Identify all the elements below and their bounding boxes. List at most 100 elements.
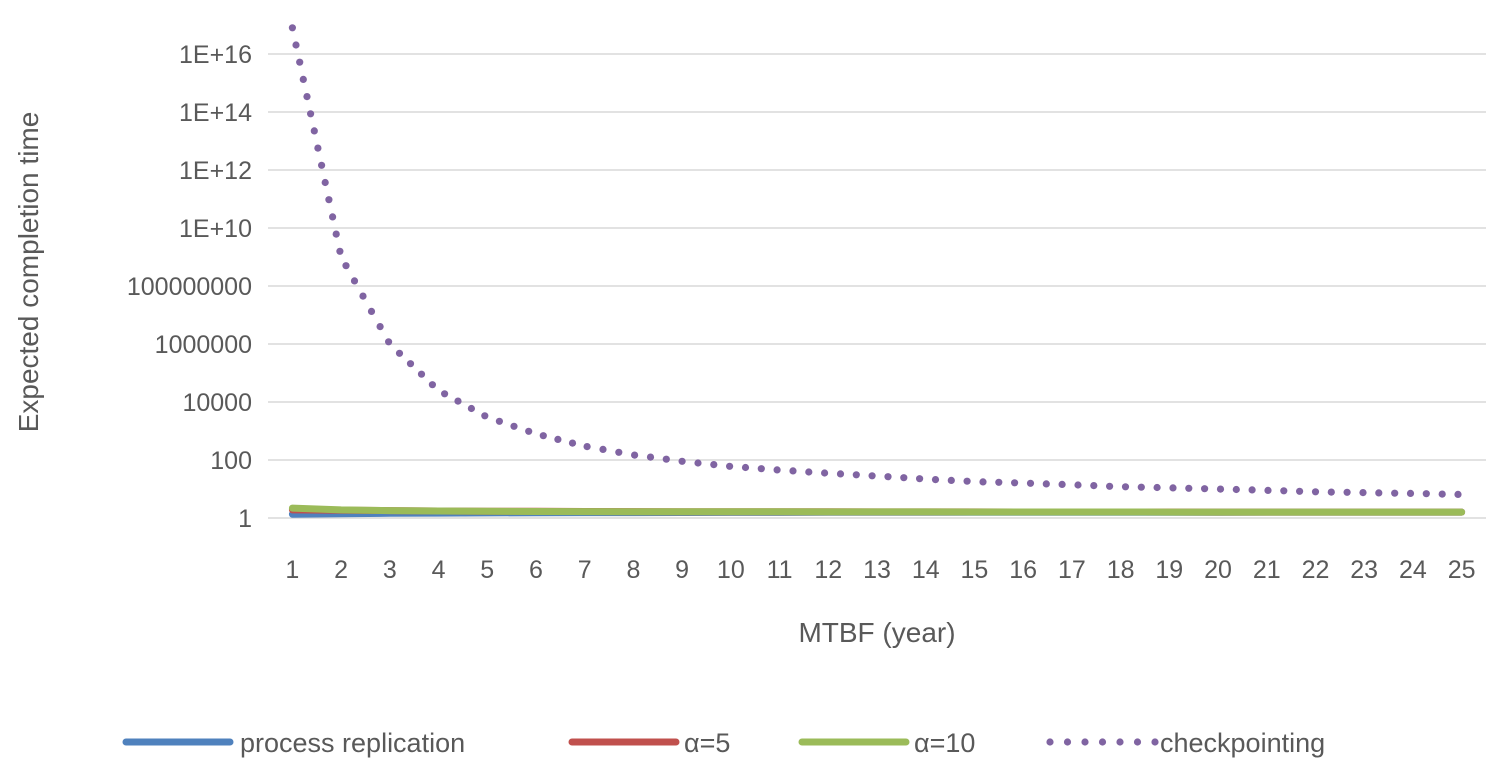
x-tick-label: 15 xyxy=(961,556,989,584)
legend-swatch-checkpointing-dot xyxy=(1046,738,1054,746)
series-checkpointing-dot xyxy=(995,478,1003,486)
x-tick-label: 25 xyxy=(1448,556,1476,584)
series-checkpointing-dot xyxy=(417,370,426,378)
x-tick-label: 5 xyxy=(480,556,494,584)
series-checkpointing-dot xyxy=(1454,490,1462,498)
y-tick-label: 10000 xyxy=(182,389,252,417)
series-checkpointing-dot xyxy=(1232,485,1240,494)
series-checkpointing-dot xyxy=(1280,487,1288,495)
legend-label-2: α=5 xyxy=(684,728,730,758)
series-lines xyxy=(288,24,1466,518)
series-checkpointing-dot xyxy=(868,472,876,480)
series-checkpointing-dot xyxy=(1042,480,1050,488)
x-tick-label: 21 xyxy=(1253,556,1281,584)
series-checkpointing-dot xyxy=(568,439,577,447)
series-checkpointing-dot xyxy=(318,161,326,169)
series-checkpointing-dot xyxy=(821,469,829,477)
series-checkpointing-dot xyxy=(1185,484,1193,492)
legend-swatch-checkpointing-dot xyxy=(1081,738,1089,746)
series-checkpointing-dot xyxy=(852,471,860,479)
series-checkpointing-dot xyxy=(336,247,344,255)
series-checkpointing-dot xyxy=(1106,482,1114,490)
legend-swatch-checkpointing-dot xyxy=(1098,738,1107,746)
series-checkpointing-dot xyxy=(773,466,781,474)
legend-label-3: α=10 xyxy=(914,728,975,758)
series-checkpointing-dot xyxy=(299,75,307,83)
series-checkpointing-dot xyxy=(694,459,702,467)
series-checkpointing-dot xyxy=(307,110,315,118)
series-checkpointing-dot xyxy=(631,451,639,459)
y-axis-title: Expected completion time xyxy=(13,112,44,433)
x-tick-label: 10 xyxy=(717,556,745,584)
series-checkpointing-dot xyxy=(296,58,304,66)
x-tick-label: 2 xyxy=(334,556,348,584)
series-checkpointing-dot xyxy=(1058,480,1066,488)
series-checkpointing-dot xyxy=(1422,490,1430,498)
x-axis-tick-labels: 1 2 3 4 5 6 7 8 9 10 11 12 13 14 15 16 17 18 19 20 21 22 23 24 2… xyxy=(285,556,1475,584)
series-checkpointing-dot xyxy=(454,397,462,405)
legend: process replication α=5 α=10 checkpointing xyxy=(122,728,1325,758)
series-checkpointing-dot xyxy=(428,381,436,389)
series-checkpointing-dot xyxy=(481,412,489,420)
series-checkpointing-dot xyxy=(678,457,686,465)
series-checkpointing-dot xyxy=(1438,490,1446,498)
series-checkpointing-dot xyxy=(805,468,813,476)
series-checkpointing-dot xyxy=(1391,489,1399,497)
series-checkpointing-dot xyxy=(342,262,350,270)
series-checkpointing-dot xyxy=(1201,485,1209,493)
series-checkpointing-dot xyxy=(1264,486,1272,494)
legend-swatch-checkpointing-dot xyxy=(1063,738,1072,746)
x-tick-label: 18 xyxy=(1107,556,1135,584)
x-tick-label: 6 xyxy=(529,556,543,584)
series-checkpointing-dot xyxy=(441,390,449,398)
y-tick-label: 100 xyxy=(210,447,252,475)
series-checkpointing-dot xyxy=(583,443,591,451)
series-checkpointing-dot xyxy=(325,196,333,204)
series-checkpointing-dot xyxy=(599,445,607,453)
x-tick-label: 7 xyxy=(578,556,592,584)
x-tick-label: 16 xyxy=(1009,556,1037,584)
series-checkpointing-dot xyxy=(741,463,750,472)
series-checkpointing-dot xyxy=(539,432,547,440)
series-checkpointing-dot xyxy=(1296,487,1304,495)
series-checkpointing-dot xyxy=(1011,479,1019,487)
legend-swatch-checkpointing-dot xyxy=(1151,738,1159,746)
series-checkpointing-dot xyxy=(367,307,376,315)
series-checkpointing-dot xyxy=(554,435,562,443)
x-tick-label: 13 xyxy=(863,556,891,584)
series-checkpointing-dot xyxy=(350,277,359,285)
series-checkpointing-dot xyxy=(292,41,300,49)
series-checkpointing-dot xyxy=(525,427,533,435)
x-tick-label: 14 xyxy=(912,556,940,584)
series-checkpointing-dot xyxy=(836,470,845,478)
series-checkpointing-dot xyxy=(1026,479,1035,487)
series-checkpointing-dot xyxy=(789,467,797,475)
x-tick-label: 20 xyxy=(1204,556,1232,584)
y-axis-tick-labels: 1 100 10000 1000000 100000000 1E+10 1E+12 1E+14… xyxy=(127,41,252,533)
y-tick-label: 1E+16 xyxy=(179,41,252,69)
series-checkpointing-dot xyxy=(376,323,384,331)
series-checkpointing-dot xyxy=(931,476,940,484)
y-tick-label: 1E+10 xyxy=(179,215,252,243)
series-checkpointing-dot xyxy=(1074,481,1082,489)
x-tick-label: 1 xyxy=(285,556,299,584)
series-checkpointing-dot xyxy=(332,230,340,238)
series-checkpointing-dot xyxy=(321,178,329,187)
series-checkpointing-dot xyxy=(1153,483,1161,492)
series-checkpointing-dot xyxy=(615,448,623,456)
x-tick-label: 22 xyxy=(1302,556,1330,584)
series-checkpointing-dot xyxy=(1216,485,1225,493)
x-axis-title: MTBF (year) xyxy=(798,617,955,648)
x-tick-label: 3 xyxy=(383,556,397,584)
x-tick-label: 8 xyxy=(626,556,640,584)
series-checkpointing-dot xyxy=(1248,486,1256,494)
series-checkpointing-dot xyxy=(726,462,734,470)
legend-label-4: checkpointing xyxy=(1160,728,1325,758)
legend-label-1: process replication xyxy=(240,728,465,758)
x-tick-label: 19 xyxy=(1155,556,1183,584)
series-checkpointing-dot xyxy=(884,473,892,481)
series-checkpointing-dot xyxy=(662,455,670,463)
series-checkpointing-dot xyxy=(288,24,296,32)
y-tick-label: 100000000 xyxy=(127,273,252,301)
